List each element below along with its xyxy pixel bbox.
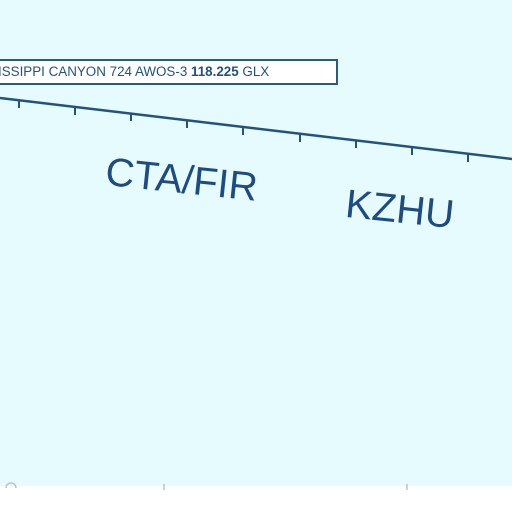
awos-station-name: ISSIPPI CANYON 724 AWOS-3 [0,64,188,79]
boundary-ticks [18,100,469,162]
bottom-edge-marks [163,484,408,490]
partial-glyph-mark [5,482,17,489]
awos-frequency-box: ISSIPPI CANYON 724 AWOS-3 118.225 GLX [0,59,338,85]
awos-suffix: GLX [242,64,270,79]
awos-frequency: 118.225 [191,64,239,79]
map-bottom-edge [0,486,512,512]
airspace-boundary-line [0,96,512,161]
